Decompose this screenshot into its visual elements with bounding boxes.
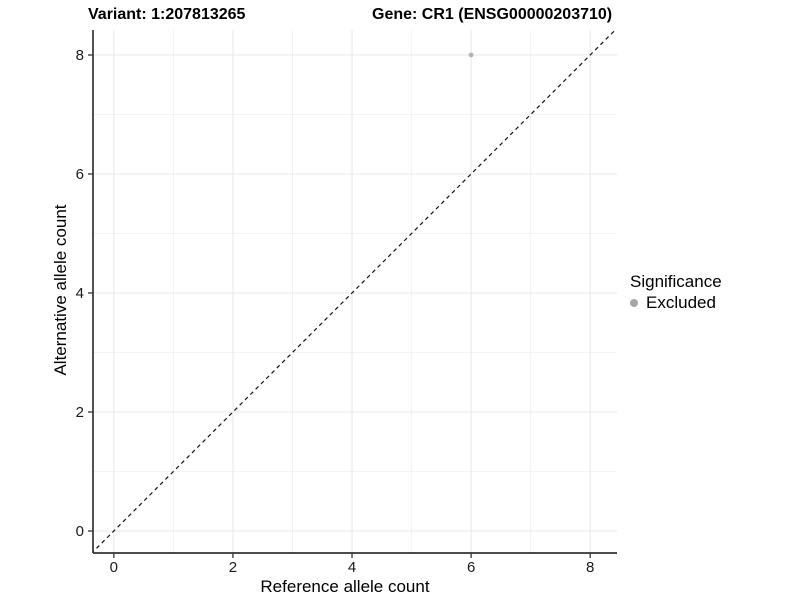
svg-text:4: 4 [76, 285, 84, 302]
svg-text:0: 0 [110, 559, 118, 576]
svg-text:2: 2 [229, 559, 237, 576]
plot-title-variant: Variant: 1:207813265 [88, 6, 246, 23]
svg-text:8: 8 [586, 559, 594, 576]
svg-text:8: 8 [76, 47, 84, 64]
svg-text:0: 0 [76, 523, 84, 540]
svg-text:6: 6 [467, 559, 475, 576]
y-axis-title: Alternative allele count [51, 204, 70, 376]
svg-text:2: 2 [76, 404, 84, 421]
legend-entry-excluded: Excluded [630, 292, 722, 313]
x-axis-title: Reference allele count [260, 577, 430, 596]
svg-text:4: 4 [348, 559, 356, 576]
svg-text:6: 6 [76, 166, 84, 183]
plot-title-gene: Gene: CR1 (ENSG00000203710) [372, 6, 613, 23]
legend-title: Significance [630, 272, 722, 291]
legend-point-icon [630, 298, 638, 307]
legend: Significance Excluded [630, 271, 722, 313]
legend-entry-label: Excluded [646, 293, 716, 312]
